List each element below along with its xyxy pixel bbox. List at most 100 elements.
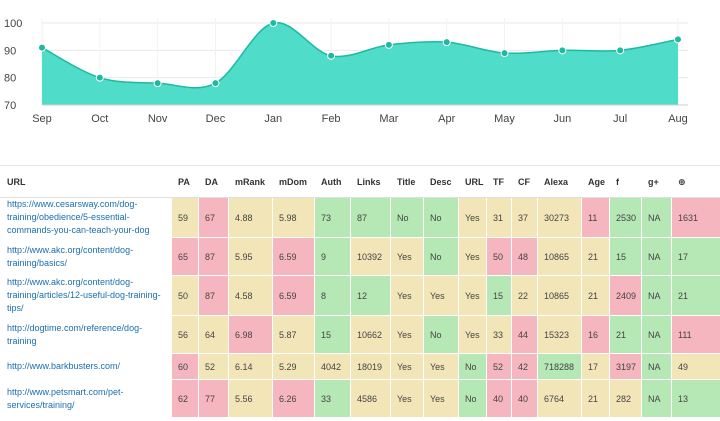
metric-cell: NA (642, 238, 672, 276)
metric-cell: 64 (199, 316, 229, 354)
column-header-url[interactable]: URL (1, 167, 172, 198)
metric-cell: 282 (610, 380, 642, 418)
table-row: http://www.petsmart.com/pet-services/tra… (1, 380, 720, 418)
metric-cell: 5.56 (229, 380, 273, 418)
metric-cell: Yes (459, 276, 487, 316)
metric-cell: 4.58 (229, 276, 273, 316)
column-header-tf[interactable]: TF (487, 167, 512, 198)
google-plus-icon: g+ (648, 177, 659, 187)
x-tick-label: Oct (91, 113, 108, 125)
url-cell: https://www.cesarsway.com/dog-training/o… (1, 198, 172, 238)
column-header-cf[interactable]: CF (512, 167, 538, 198)
column-header-url[interactable]: URL (459, 167, 487, 198)
metric-cell: 11 (582, 198, 610, 238)
url-cell: http://dogtime.com/reference/dog-trainin… (1, 316, 172, 354)
metric-cell: 718288 (538, 354, 582, 380)
column-header-google-plus-icon[interactable]: g+ (642, 167, 672, 198)
url-link[interactable]: http://www.akc.org/content/dog-training/… (7, 277, 161, 313)
metric-cell: Yes (424, 380, 459, 418)
x-tick-label: Apr (438, 113, 455, 125)
column-header-facebook-icon[interactable]: f (610, 167, 642, 198)
metric-cell: 6.14 (229, 354, 273, 380)
column-header-alexa[interactable]: Alexa (538, 167, 582, 198)
data-point-apr (443, 39, 450, 46)
metric-cell: 87 (199, 276, 229, 316)
column-header-pinterest-icon[interactable]: ⊕ (672, 167, 720, 198)
metric-cell: 49 (672, 354, 720, 380)
metric-cell: 3197 (610, 354, 642, 380)
metric-cell: 16 (582, 316, 610, 354)
data-point-jul (617, 47, 624, 54)
metric-cell: 21 (582, 276, 610, 316)
metric-cell: 4586 (351, 380, 391, 418)
metric-cell: 44 (512, 316, 538, 354)
metric-cell: 33 (487, 316, 512, 354)
metric-cell: 73 (315, 198, 351, 238)
column-header-title[interactable]: Title (391, 167, 424, 198)
metric-cell: 6764 (538, 380, 582, 418)
metric-cell: Yes (391, 380, 424, 418)
metric-cell: 52 (199, 354, 229, 380)
metric-cell: 5.98 (273, 198, 315, 238)
metric-cell: No (459, 354, 487, 380)
metric-cell: No (424, 238, 459, 276)
metric-cell: Yes (459, 238, 487, 276)
metric-cell: 87 (351, 198, 391, 238)
column-header-mdom[interactable]: mDom (273, 167, 315, 198)
column-header-da[interactable]: DA (199, 167, 229, 198)
x-tick-label: Dec (206, 113, 226, 125)
metric-cell: Yes (459, 198, 487, 238)
metric-cell: 6.59 (273, 276, 315, 316)
url-link[interactable]: http://www.akc.org/content/dog-training/… (7, 245, 133, 268)
x-tick-label: Feb (322, 113, 341, 125)
url-cell: http://www.akc.org/content/dog-training/… (1, 276, 172, 316)
table-row: https://www.cesarsway.com/dog-training/o… (1, 198, 720, 238)
metric-cell: 30273 (538, 198, 582, 238)
metric-cell: 2409 (610, 276, 642, 316)
url-cell: http://www.petsmart.com/pet-services/tra… (1, 380, 172, 418)
metric-cell: Yes (391, 354, 424, 380)
y-tick-label: 90 (4, 45, 16, 57)
metric-cell: 15 (487, 276, 512, 316)
data-point-aug (675, 36, 682, 43)
metric-cell: 60 (172, 354, 199, 380)
metric-cell: 56 (172, 316, 199, 354)
x-tick-label: Mar (379, 113, 398, 125)
column-header-pa[interactable]: PA (172, 167, 199, 198)
metric-cell: Yes (391, 276, 424, 316)
x-tick-label: Sep (32, 113, 52, 125)
column-header-mrank[interactable]: mRank (229, 167, 273, 198)
metric-cell: 17 (672, 238, 720, 276)
column-header-auth[interactable]: Auth (315, 167, 351, 198)
metric-cell: 4042 (315, 354, 351, 380)
data-point-mar (385, 41, 392, 48)
metric-cell: 10865 (538, 238, 582, 276)
column-header-age[interactable]: Age (582, 167, 610, 198)
metric-cell: 52 (487, 354, 512, 380)
y-tick-label: 100 (4, 18, 22, 30)
metric-cell: Yes (391, 316, 424, 354)
metric-cell: 8 (315, 276, 351, 316)
url-link[interactable]: http://www.barkbusters.com/ (7, 361, 120, 371)
x-tick-label: Jun (553, 113, 571, 125)
facebook-icon: f (616, 177, 619, 187)
url-link[interactable]: http://www.petsmart.com/pet-services/tra… (7, 387, 124, 410)
metric-cell: 77 (199, 380, 229, 418)
metric-cell: No (424, 316, 459, 354)
column-header-links[interactable]: Links (351, 167, 391, 198)
metric-cell: 2530 (610, 198, 642, 238)
url-link[interactable]: http://dogtime.com/reference/dog-trainin… (7, 323, 142, 346)
metric-cell: No (424, 198, 459, 238)
x-tick-label: Jan (264, 113, 282, 125)
metric-cell: 42 (512, 354, 538, 380)
metric-cell: No (459, 380, 487, 418)
y-tick-label: 70 (4, 100, 16, 112)
metric-cell: 48 (512, 238, 538, 276)
column-header-desc[interactable]: Desc (424, 167, 459, 198)
metric-cell: No (391, 198, 424, 238)
url-link[interactable]: https://www.cesarsway.com/dog-training/o… (7, 199, 150, 235)
